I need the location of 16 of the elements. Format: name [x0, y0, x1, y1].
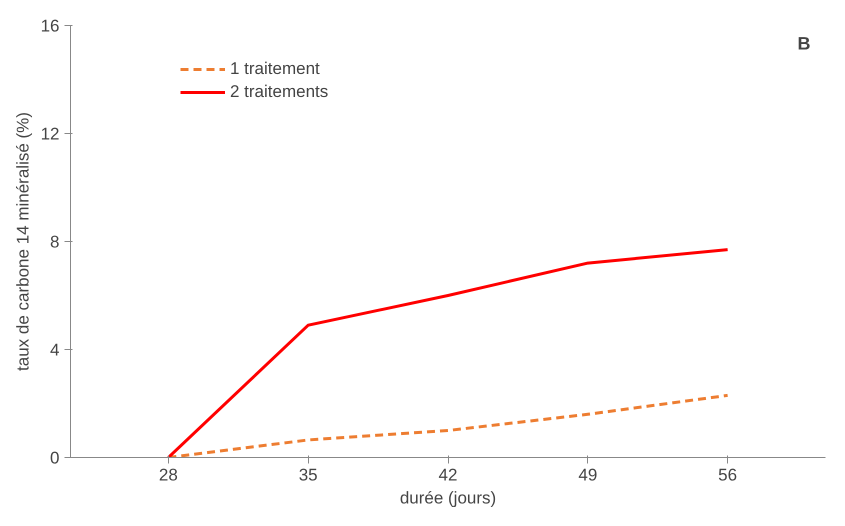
x-tick-label: 42	[438, 466, 458, 484]
y-axis-title: taux de carbone 14 minéralisé (%)	[14, 112, 33, 371]
annotation: B	[798, 34, 810, 54]
x-tick-label: 49	[578, 466, 598, 484]
line-series	[166, 248, 730, 458]
x-tick-label: 56	[718, 466, 738, 484]
legend-label: 1 traitement	[230, 59, 320, 79]
y-tick-label: 0	[50, 448, 60, 468]
y-tick-label: 12	[40, 124, 60, 144]
y-tick-label: 16	[40, 16, 60, 36]
x-tick-label: 28	[158, 466, 178, 484]
y-tick-label: 4	[50, 340, 60, 360]
x-axis-title: durée (jours)	[400, 488, 496, 508]
x-tick-label: 35	[298, 466, 318, 484]
y-tick-label: 8	[50, 232, 60, 252]
legend-label: 2 traitements	[230, 82, 328, 102]
